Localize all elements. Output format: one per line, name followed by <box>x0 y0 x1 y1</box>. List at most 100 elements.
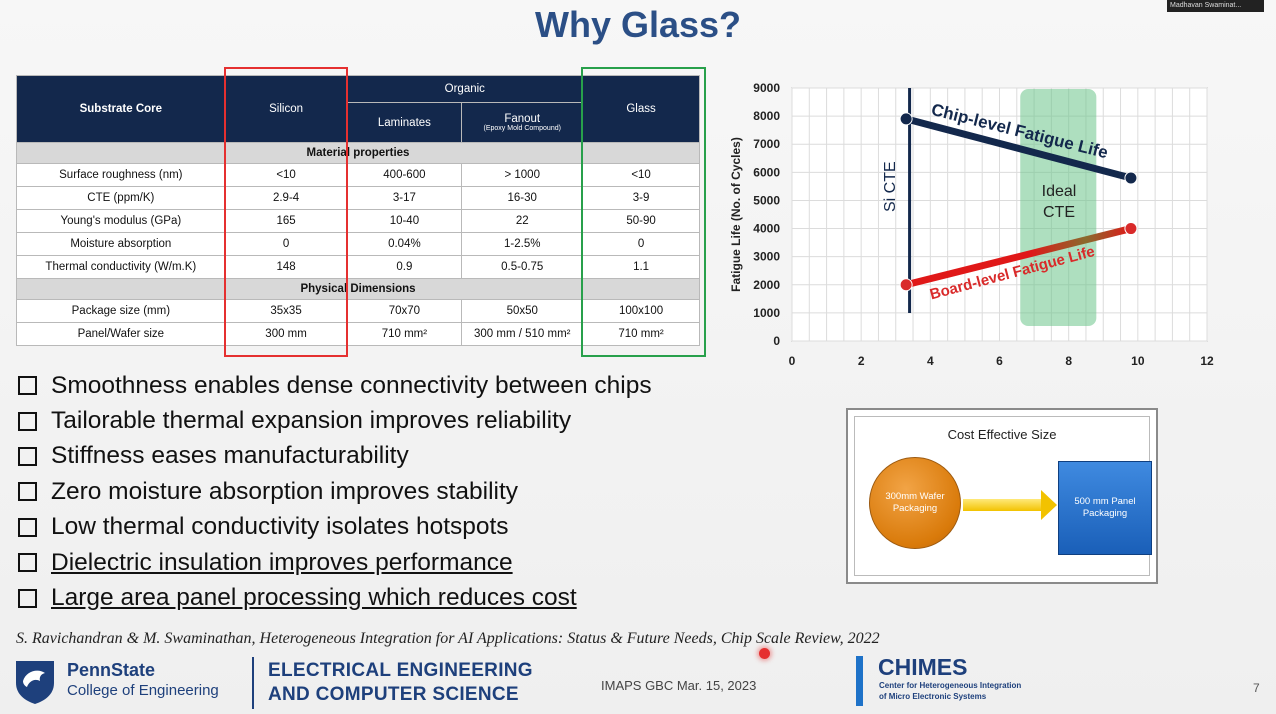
bullet-text: Zero moisture absorption improves stabil… <box>51 477 519 505</box>
cell-glass: <10 <box>582 163 700 187</box>
cell-fanout: > 1000 <box>461 163 584 187</box>
header-glass: Glass <box>582 75 700 143</box>
series-line-board <box>902 225 1135 289</box>
bullet-text: Tailorable thermal expansion improves re… <box>51 407 572 435</box>
series-line-chip <box>902 115 1135 182</box>
checkbox-icon <box>18 517 37 537</box>
cost-effective-size-box: Cost Effective Size 300mm Wafer Packagin… <box>846 408 1158 584</box>
silicon-highlight-frame <box>224 67 348 357</box>
header-organic: Organic <box>346 74 584 104</box>
table-row: Thermal conductivity (W/m.K) 148 0.9 0.5-0.… <box>16 255 700 279</box>
footer-divider <box>252 657 254 709</box>
bullet-text: Large area panel processing which reduce… <box>51 584 577 612</box>
bullet-text: Stiffness eases manufacturability <box>51 442 409 470</box>
pennstate-name: PennState <box>67 660 156 680</box>
ideal-cte-label: Ideal CTE <box>1021 181 1097 223</box>
data-point <box>1124 171 1138 185</box>
list-item: Stiffness eases manufacturability <box>18 439 652 474</box>
row-label: Moisture absorption <box>16 232 226 256</box>
checkbox-icon <box>18 411 37 431</box>
data-point <box>899 112 913 126</box>
arrow-icon <box>963 499 1043 511</box>
table-row: CTE (ppm/K) 2.9-4 3-17 16-30 3-9 <box>16 186 700 210</box>
checkbox-icon <box>18 553 37 573</box>
x-tick-label: 12 <box>1200 354 1214 368</box>
cell-fanout: 50x50 <box>461 299 584 323</box>
row-label: CTE (ppm/K) <box>16 186 226 210</box>
x-tick-label: 8 <box>1065 354 1072 368</box>
list-item: Large area panel processing which reduce… <box>18 580 652 615</box>
header-substrate-core: Substrate Core <box>16 75 226 143</box>
y-tick-label: 8000 <box>753 109 780 123</box>
x-tick-label: 6 <box>996 354 1003 368</box>
cell-laminates: 710 mm² <box>346 322 463 346</box>
wafer-circle: 300mm Wafer Packaging <box>869 457 961 549</box>
list-item: Zero moisture absorption improves stabil… <box>18 474 652 509</box>
citation: S. Ravichandran & M. Swaminathan, Hetero… <box>16 630 880 647</box>
bullet-text: Smoothness enables dense connectivity be… <box>51 371 652 399</box>
checkbox-icon <box>18 588 37 608</box>
y-tick-label: 6000 <box>753 165 780 179</box>
chimes-logo-text: CHIMES <box>878 654 968 680</box>
cost-box-title: Cost Effective Size <box>947 427 1057 442</box>
eecs-line1: ELECTRICAL ENGINEERING <box>268 660 533 681</box>
y-tick-label: 3000 <box>753 250 780 264</box>
panel-square: 500 mm Panel Packaging <box>1058 461 1152 555</box>
cell-fanout: 1-2.5% <box>461 232 584 256</box>
glass-highlight-frame <box>581 67 706 357</box>
y-tick-label: 1000 <box>753 306 780 320</box>
arrow-head-icon <box>1041 490 1057 520</box>
cell-silicon: 165 <box>224 209 348 233</box>
x-tick-label: 4 <box>927 354 934 368</box>
checkbox-icon <box>18 376 37 396</box>
header-fanout-label: Fanout <box>504 113 541 126</box>
pennstate-college: College of Engineering <box>67 682 219 699</box>
slide-title: Why Glass? <box>534 4 742 45</box>
checkbox-icon <box>18 446 37 466</box>
chimes-sub2: of Micro Electronic Systems <box>879 692 987 701</box>
y-axis-label: Fatigue Life (No. of Cycles) <box>729 137 743 292</box>
event-label: IMAPS GBC Mar. 15, 2023 <box>601 678 757 693</box>
list-item: Smoothness enables dense connectivity be… <box>18 368 652 403</box>
presenter-label: Madhavan Swaminat... <box>1167 0 1264 12</box>
x-tick-label: 0 <box>789 354 796 368</box>
ideal-label-line1: Ideal <box>1041 183 1077 200</box>
si-cte-label: Si CTE <box>882 161 899 212</box>
cell-fanout: 22 <box>461 209 584 233</box>
cell-fanout: 16-30 <box>461 186 584 210</box>
y-tick-label: 5000 <box>753 193 780 207</box>
page-number: 7 <box>1253 681 1260 695</box>
row-label: Package size (mm) <box>16 299 226 323</box>
cell-fanout: 0.5-0.75 <box>461 255 584 279</box>
cell-laminates: 0.04% <box>346 232 463 256</box>
list-item: Low thermal conductivity isolates hotspo… <box>18 510 652 545</box>
bullet-list: Smoothness enables dense connectivity be… <box>18 368 652 616</box>
y-tick-label: 2000 <box>753 278 780 292</box>
y-tick-label: 4000 <box>753 222 780 236</box>
cell-silicon: 0 <box>224 232 348 256</box>
chimes-bar <box>856 656 863 706</box>
table-row: Surface roughness (nm) <10 400-600 > 1000 <1… <box>16 163 700 187</box>
cell-glass: 710 mm² <box>582 322 700 346</box>
chimes-sub1: Center for Heterogeneous Integration <box>879 681 1022 690</box>
cell-glass: 0 <box>582 232 700 256</box>
header-fanout-sub: (Epoxy Mold Compound) <box>483 125 561 133</box>
fatigue-life-chart: 0 1000 2000 3000 4000 5000 6000 7000 8000 9000 0 2 4… <box>729 81 1214 368</box>
list-item: Tailorable thermal expansion improves re… <box>18 403 652 438</box>
data-point <box>899 278 913 292</box>
row-label: Young's modulus (GPa) <box>16 209 226 233</box>
data-point <box>1124 222 1138 236</box>
y-tick-label: 0 <box>773 334 780 348</box>
laser-pointer-dot <box>759 648 770 659</box>
header-laminates: Laminates <box>346 102 463 143</box>
bullet-text: Low thermal conductivity isolates hotspo… <box>51 513 509 541</box>
cell-laminates: 0.9 <box>346 255 463 279</box>
header-silicon: Silicon <box>224 75 348 143</box>
substrate-table: Substrate Core Silicon Organic Glass Lam… <box>16 74 700 346</box>
x-tick-label: 10 <box>1131 354 1145 368</box>
y-tick-label: 7000 <box>753 137 780 151</box>
pennstate-shield-icon <box>16 661 54 704</box>
header-fanout: Fanout (Epoxy Mold Compound) <box>461 102 584 143</box>
x-tick-label: 2 <box>858 354 865 368</box>
